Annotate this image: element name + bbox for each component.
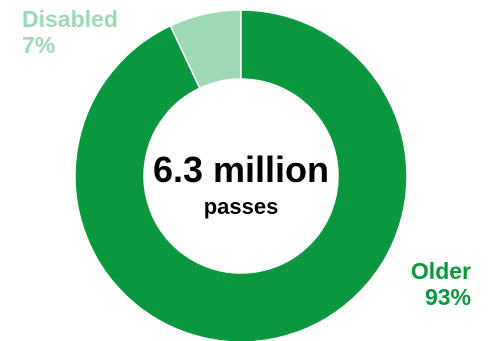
donut-center-label: 6.3 million passes bbox=[140, 150, 342, 220]
older-name: Older bbox=[410, 258, 471, 284]
older-slice-label: Older 93% bbox=[411, 258, 471, 310]
older-percent: 93% bbox=[424, 284, 471, 310]
disabled-slice-label: Disabled 7% bbox=[22, 6, 118, 58]
disabled-name: Disabled bbox=[22, 6, 118, 32]
total-passes-value: 6.3 million bbox=[152, 149, 330, 190]
donut-slice-older bbox=[74, 9, 408, 341]
total-passes-unit: passes bbox=[203, 194, 279, 219]
disabled-percent: 7% bbox=[22, 32, 56, 58]
